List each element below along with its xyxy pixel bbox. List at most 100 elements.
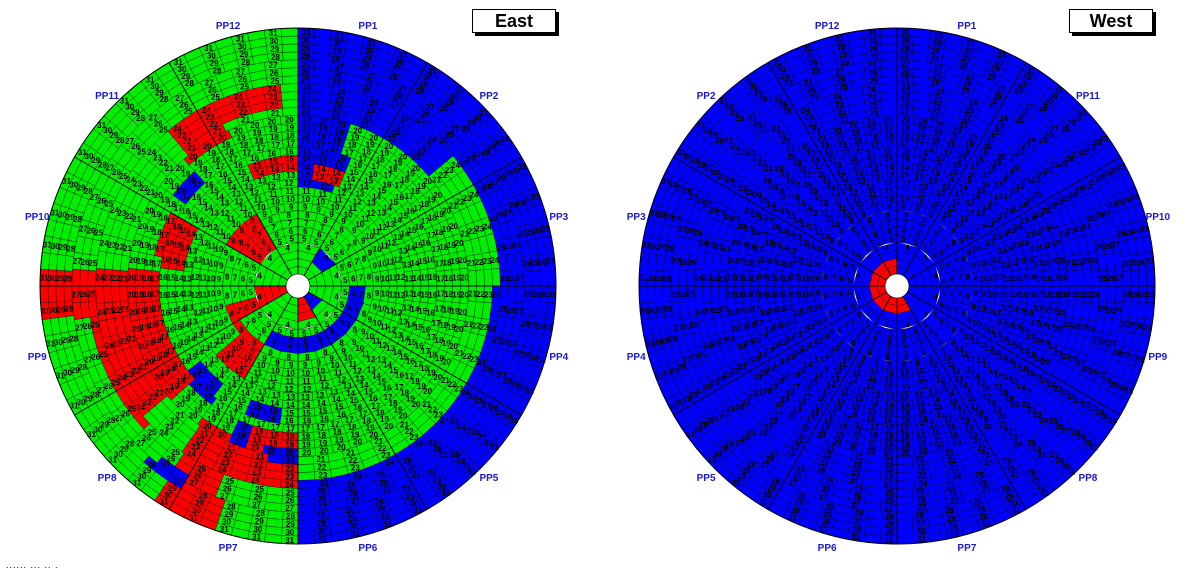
ring-number: 10 — [344, 354, 353, 363]
detector-cell — [55, 285, 65, 303]
ring-number: 20 — [728, 308, 737, 317]
detector-cell — [39, 285, 49, 304]
ring-number: 5 — [343, 288, 348, 297]
ring-number: 25 — [301, 76, 310, 85]
ring-number: 25 — [332, 79, 341, 88]
ring-number: 29 — [56, 274, 65, 283]
ring-number: 31 — [302, 28, 311, 37]
detector-cell — [297, 479, 316, 489]
ring-number: 12 — [303, 179, 312, 188]
ring-number: 21 — [718, 274, 727, 283]
ring-number: 9 — [352, 226, 357, 235]
ring-number: 22 — [710, 274, 719, 283]
ring-number: 4 — [285, 244, 290, 253]
ring-number: 5 — [334, 311, 339, 320]
ring-number: 23 — [335, 96, 344, 105]
ring-number: 24 — [97, 308, 106, 317]
ring-number: 12 — [793, 255, 802, 264]
ring-number: 15 — [302, 155, 311, 164]
ring-number: 17 — [152, 260, 161, 269]
ring-number: 10 — [381, 290, 390, 299]
pp-label: PP7 — [219, 543, 238, 554]
ring-number: 5 — [857, 253, 862, 262]
ring-number: 9 — [974, 275, 979, 284]
ring-number: 26 — [680, 258, 689, 267]
ring-number: 12 — [267, 182, 276, 191]
ring-number: 21 — [331, 111, 340, 120]
ring-number: 10 — [214, 245, 223, 254]
ring-number: 29 — [332, 47, 341, 56]
ring-number: 19 — [285, 123, 294, 132]
ring-number: 7 — [832, 290, 837, 299]
ring-number: 8 — [230, 309, 235, 318]
ring-number: 28 — [271, 53, 280, 62]
ring-number: 15 — [868, 157, 877, 166]
ring-number: 4 — [905, 244, 910, 253]
ring-number: 5 — [258, 253, 263, 262]
ring-number: 7 — [832, 274, 837, 283]
ring-number: 20 — [833, 126, 842, 135]
ring-number: 7 — [271, 223, 276, 232]
ring-number: 8 — [286, 211, 291, 220]
ring-number: 9 — [818, 303, 823, 312]
ring-number: 11 — [269, 190, 278, 199]
ring-number: 20 — [127, 273, 136, 282]
ring-number: 6 — [939, 248, 944, 257]
detector-cell — [718, 285, 728, 302]
ring-number: 18 — [333, 136, 342, 145]
ring-number: 9 — [217, 289, 222, 298]
ring-number: 10 — [365, 332, 374, 341]
ring-number: 5 — [939, 264, 944, 273]
ring-number: 5 — [343, 276, 348, 285]
detector-cell — [282, 51, 299, 61]
pp-label: PP6 — [358, 543, 377, 554]
ring-number: 7 — [954, 258, 959, 267]
ring-number: 5 — [933, 253, 938, 262]
ring-number: 27 — [71, 290, 80, 299]
ring-number: 10 — [344, 210, 353, 219]
detector-cell — [297, 503, 316, 513]
ring-number: 14 — [270, 165, 279, 174]
ring-number: 5 — [325, 244, 330, 253]
ring-number: 9 — [217, 275, 222, 284]
ring-number: 8 — [838, 238, 843, 247]
ring-number: 5 — [248, 276, 253, 285]
detector-cell — [1066, 270, 1076, 287]
ring-number: 10 — [900, 195, 909, 204]
ring-number: 7 — [958, 274, 963, 283]
pp-label: PP2 — [479, 91, 498, 102]
ring-number: 14 — [317, 165, 326, 174]
beam-hole — [285, 273, 311, 299]
ring-number: 6 — [888, 227, 893, 236]
ring-number: 6 — [351, 289, 356, 298]
ring-number: 24 — [234, 93, 243, 102]
ring-number: 8 — [230, 255, 235, 264]
detector-cell — [282, 107, 299, 117]
ring-number: 6 — [241, 289, 246, 298]
ring-number: 21 — [900, 107, 909, 116]
ring-number: 8 — [305, 211, 310, 220]
ring-number: 30 — [302, 36, 311, 45]
ring-number: 10 — [222, 332, 231, 341]
ring-number: 26 — [302, 68, 311, 77]
detector-cell — [523, 270, 533, 287]
ring-number: 10 — [330, 361, 339, 370]
ring-number: 31 — [509, 416, 518, 425]
ring-number: 15 — [884, 155, 893, 164]
ring-number: 25 — [88, 259, 97, 268]
ring-number: 17 — [271, 141, 280, 150]
ring-number: 6 — [252, 316, 257, 325]
ring-number: 27 — [1115, 274, 1124, 283]
ring-number: 9 — [240, 338, 245, 347]
ring-number: 24 — [337, 88, 346, 97]
ring-number: 27 — [73, 257, 82, 266]
ring-number: 29 — [270, 45, 279, 54]
ring-number: 20 — [884, 115, 893, 124]
ring-number: 14 — [175, 274, 184, 283]
ring-number: 11 — [361, 215, 370, 224]
ring-number: 10 — [373, 245, 382, 254]
ring-number: 8 — [966, 291, 971, 300]
ring-number: 15 — [167, 290, 176, 299]
ring-number: 20 — [234, 126, 243, 135]
